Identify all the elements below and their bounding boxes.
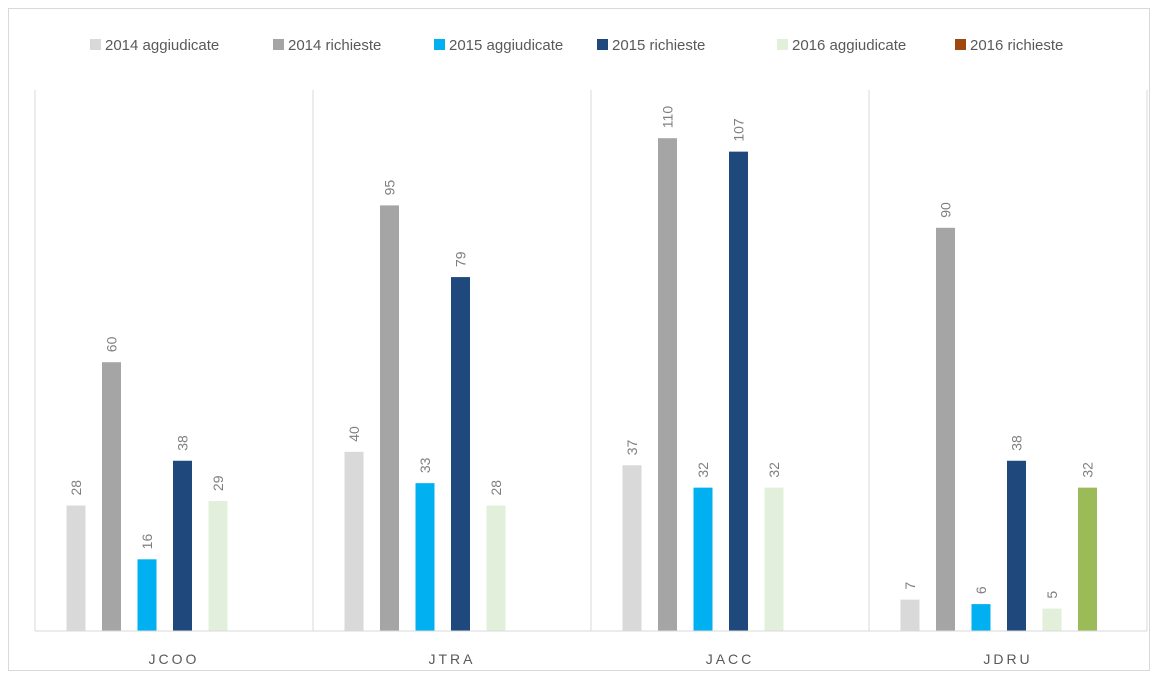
bar-jdru-2014-richieste (936, 227, 955, 632)
data-label-jdru-2016-aggiudicate: 5 (1044, 591, 1060, 599)
data-label-jacc-2014-aggiudicate: 37 (624, 439, 640, 455)
bar-jdru-2015-richieste (1007, 460, 1026, 631)
bar-jtra-2016-aggiudicate (486, 505, 506, 631)
data-label-jdru-2014-aggiudicate: 7 (902, 582, 918, 590)
data-label-jacc-2015-richieste: 107 (731, 118, 747, 142)
legend: 2014 aggiudicate 2014 richieste 2015 aggiu… (90, 37, 1063, 54)
category-separators (34, 90, 1148, 631)
data-label-jtra-2015-aggiudicate: 33 (417, 457, 433, 473)
bar-jdru-2016-aggiudicate (1042, 608, 1062, 631)
legend-label-2016-richieste: 2016 richieste (970, 37, 1063, 54)
legend-swatch-2014-aggiudicate (90, 39, 101, 50)
legend-swatch-2014-richieste (273, 39, 284, 50)
bar-jcoo-2015-aggiudicate (137, 559, 157, 631)
data-label-jtra-2014-richieste: 95 (382, 180, 398, 196)
data-label-jdru-2015-aggiudicate: 6 (973, 586, 989, 594)
bar-jcoo-2015-richieste (173, 460, 192, 631)
bar-jacc-2016-aggiudicate (764, 487, 784, 631)
data-label-jacc-2015-aggiudicate: 32 (695, 462, 711, 478)
data-label-jcoo-2014-richieste: 60 (104, 336, 120, 352)
bar-jdru-2016-richieste (1078, 487, 1097, 631)
bar-jacc-2014-richieste (658, 138, 677, 631)
data-label-jtra-2015-richieste: 79 (453, 251, 469, 267)
bar-jdru-2014-aggiudicate (900, 599, 920, 631)
data-labels: 28 60 16 38 29 40 95 33 79 28 37 110 32 107 32 7 90 6 38 5 3… (68, 106, 1096, 599)
data-label-jcoo-2016-aggiudicate: 29 (210, 475, 226, 491)
data-label-jcoo-2015-richieste: 38 (175, 435, 191, 451)
bar-jcoo-2016-aggiudicate (208, 501, 228, 631)
data-label-jdru-2014-richieste: 90 (938, 202, 954, 218)
legend-label-2015-richieste: 2015 richieste (612, 37, 705, 54)
bar-jacc-2015-richieste (729, 151, 748, 631)
legend-swatch-2016-richieste (955, 39, 966, 50)
chart-frame (8, 8, 1150, 671)
data-label-jdru-2015-richieste: 38 (1009, 435, 1025, 451)
category-labels: JCOO JTRA JACC JDRU (149, 651, 1032, 667)
bars (66, 138, 1097, 632)
bar-jdru-2015-aggiudicate (971, 604, 991, 631)
bar-jtra-2014-richieste (380, 205, 399, 631)
bar-jacc-2014-aggiudicate (622, 465, 642, 631)
legend-label-2016-aggiudicate: 2016 aggiudicate (792, 37, 906, 54)
data-label-jcoo-2014-aggiudicate: 28 (68, 480, 84, 496)
legend-label-2014-aggiudicate: 2014 aggiudicate (105, 37, 219, 54)
data-label-jacc-2016-aggiudicate: 32 (766, 462, 782, 478)
data-label-jacc-2014-richieste: 110 (660, 106, 676, 129)
category-label-jtra: JTRA (429, 651, 476, 667)
legend-swatch-2015-aggiudicate (434, 39, 445, 50)
bar-jcoo-2014-aggiudicate (66, 505, 86, 631)
category-label-jcoo: JCOO (149, 651, 200, 667)
category-label-jacc: JACC (706, 651, 755, 667)
data-label-jtra-2014-aggiudicate: 40 (346, 426, 362, 442)
data-label-jdru-2016-richieste: 32 (1080, 462, 1096, 478)
bar-jtra-2015-aggiudicate (415, 483, 435, 631)
legend-swatch-2015-richieste (597, 39, 608, 50)
data-label-jcoo-2015-aggiudicate: 16 (139, 534, 155, 550)
legend-swatch-2016-aggiudicate (777, 39, 788, 50)
bar-jcoo-2014-richieste (102, 362, 121, 631)
bar-jtra-2015-richieste (451, 277, 470, 631)
bar-jtra-2014-aggiudicate (344, 451, 364, 631)
data-label-jtra-2016-aggiudicate: 28 (488, 480, 504, 496)
legend-label-2014-richieste: 2014 richieste (288, 37, 381, 54)
category-label-jdru: JDRU (983, 651, 1032, 667)
legend-label-2015-aggiudicate: 2015 aggiudicate (449, 37, 563, 54)
bar-jacc-2015-aggiudicate (693, 487, 713, 631)
